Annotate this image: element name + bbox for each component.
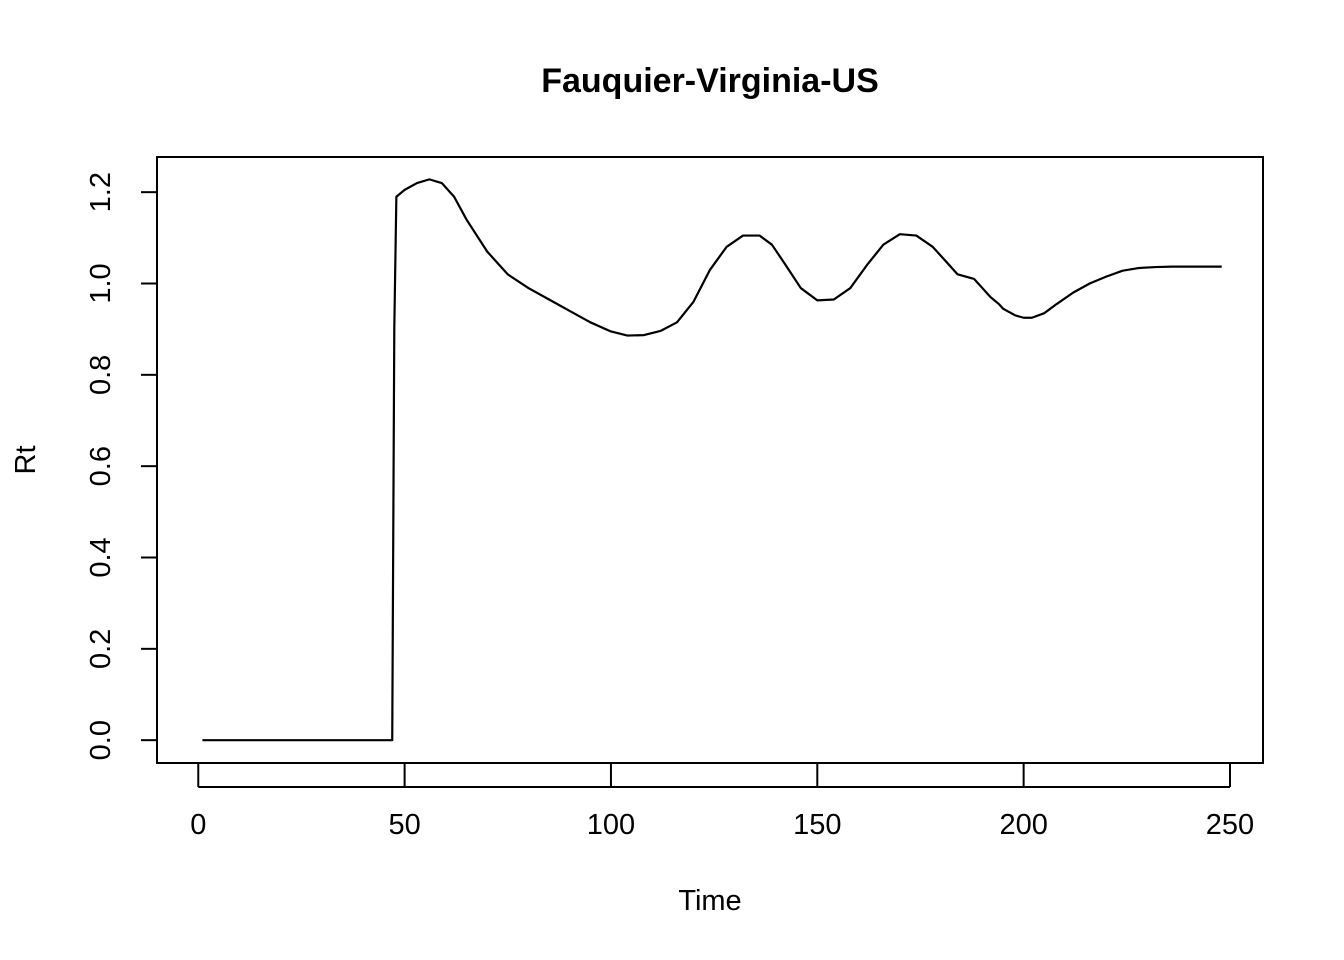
y-tick-label: 0.8 <box>85 355 117 395</box>
chart-title: Fauquier-Virginia-US <box>541 62 879 100</box>
x-axis: 0 50 100 150 200 250 <box>190 764 1254 841</box>
plot-area-frame <box>156 156 1264 764</box>
y-tick-label: 1.2 <box>85 172 117 212</box>
y-axis-label: Rt <box>10 446 42 475</box>
x-tick-label: 50 <box>388 809 420 841</box>
x-tick-label: 150 <box>793 809 841 841</box>
series-line-0 <box>202 178 1222 742</box>
y-tick-label: 0.2 <box>85 629 117 669</box>
x-tick-label: 250 <box>1206 809 1254 841</box>
y-tick-label: 1.0 <box>85 263 117 303</box>
x-axis-label: Time <box>678 885 741 917</box>
y-tick-label: 0.0 <box>85 720 117 760</box>
y-tick-label: 0.6 <box>85 446 117 486</box>
x-tick-label: 0 <box>190 809 206 841</box>
y-axis: 0.0 0.2 0.4 0.6 0.8 1.0 1.2 <box>85 172 158 760</box>
y-tick-label: 0.4 <box>85 537 117 577</box>
x-tick-label: 100 <box>587 809 635 841</box>
series-layer <box>202 178 1222 742</box>
x-tick-label: 200 <box>999 809 1047 841</box>
